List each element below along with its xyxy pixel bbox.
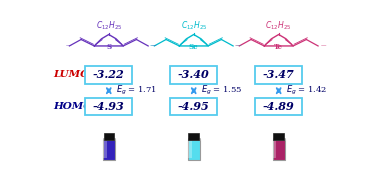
FancyBboxPatch shape (187, 139, 200, 160)
Text: $E_g$ = 1.71: $E_g$ = 1.71 (116, 84, 157, 97)
Text: —: — (321, 44, 326, 48)
Text: -4.93: -4.93 (93, 101, 125, 112)
FancyBboxPatch shape (104, 141, 107, 158)
FancyBboxPatch shape (273, 133, 284, 140)
Text: Se: Se (189, 43, 198, 51)
FancyBboxPatch shape (170, 98, 217, 115)
Text: -3.22: -3.22 (93, 69, 125, 81)
FancyBboxPatch shape (102, 139, 115, 160)
FancyBboxPatch shape (102, 138, 115, 140)
Text: —: — (150, 44, 156, 48)
Text: $\mathit{C}_{12}H_{25}$: $\mathit{C}_{12}H_{25}$ (96, 20, 122, 32)
FancyBboxPatch shape (170, 66, 217, 84)
Text: $\mathit{C}_{12}H_{25}$: $\mathit{C}_{12}H_{25}$ (265, 20, 292, 32)
FancyBboxPatch shape (273, 139, 285, 160)
FancyBboxPatch shape (255, 66, 302, 84)
Text: $\mathit{C}_{12}H_{25}$: $\mathit{C}_{12}H_{25}$ (181, 20, 207, 32)
FancyBboxPatch shape (187, 138, 200, 140)
Text: -3.47: -3.47 (263, 69, 294, 81)
Text: -4.89: -4.89 (263, 101, 294, 112)
FancyBboxPatch shape (255, 98, 302, 115)
Text: -4.95: -4.95 (178, 101, 209, 112)
FancyBboxPatch shape (104, 133, 114, 140)
Text: —: — (235, 44, 241, 48)
Text: LUMO: LUMO (53, 70, 89, 79)
FancyBboxPatch shape (273, 141, 276, 158)
FancyBboxPatch shape (189, 141, 192, 158)
Text: $E_g$ = 1.55: $E_g$ = 1.55 (201, 84, 243, 97)
Text: S: S (106, 43, 112, 51)
Text: —: — (150, 44, 156, 48)
Text: $E_g$ = 1.42: $E_g$ = 1.42 (286, 84, 327, 97)
FancyBboxPatch shape (189, 133, 199, 140)
FancyBboxPatch shape (273, 138, 285, 140)
Text: HOMO: HOMO (53, 102, 92, 111)
Text: Te: Te (274, 43, 283, 51)
FancyBboxPatch shape (85, 66, 132, 84)
Text: —: — (65, 44, 71, 48)
Text: -3.40: -3.40 (178, 69, 209, 81)
FancyBboxPatch shape (85, 98, 132, 115)
Text: —: — (235, 44, 241, 48)
